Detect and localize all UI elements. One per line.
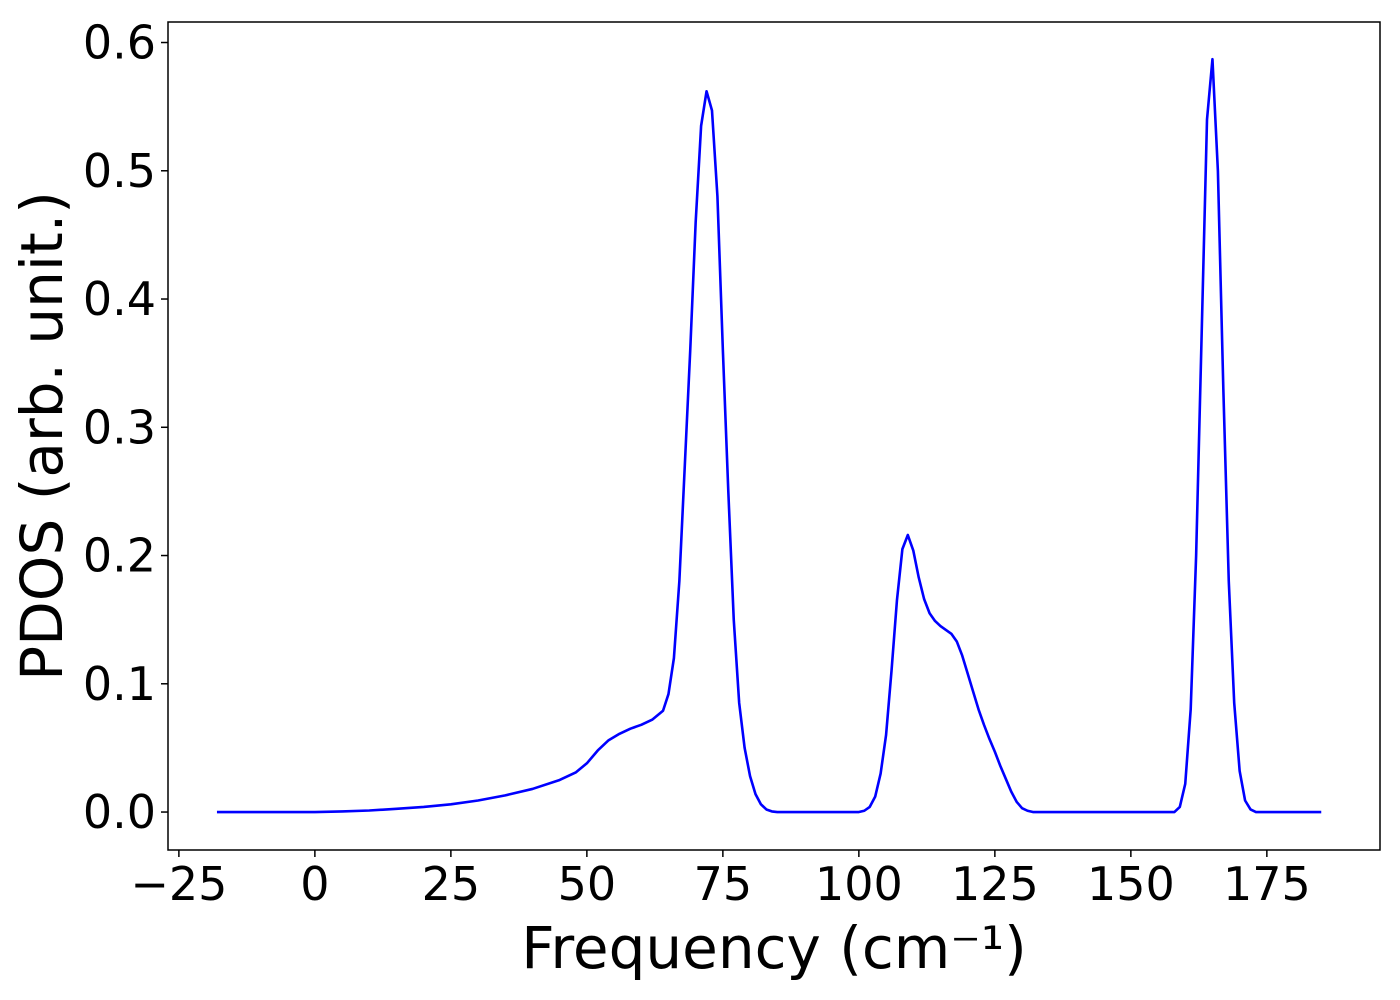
x-tick-label: 50 (558, 857, 617, 911)
x-tick-label: 75 (694, 857, 753, 911)
data-line (216, 57, 1322, 814)
plot-frame (167, 21, 1381, 851)
y-tick-label: 0.1 (83, 657, 156, 711)
y-tick-label: 0.0 (83, 785, 156, 839)
x-tick-label: 0 (300, 857, 329, 911)
y-axis-label: PDOS (arb. unit.) (8, 191, 76, 681)
x-tick-label: 175 (1223, 857, 1311, 911)
y-tick-label: 0.5 (83, 144, 156, 198)
x-tick-label: 25 (422, 857, 481, 911)
y-tick-label: 0.6 (83, 16, 156, 70)
y-tick-label: 0.3 (83, 400, 156, 454)
x-tick-label: 125 (951, 857, 1039, 911)
y-tick-label: 0.4 (83, 272, 156, 326)
y-tick-label: 0.2 (83, 529, 156, 583)
x-axis-label: Frequency (cm⁻¹) (521, 914, 1027, 982)
x-tick-label: 150 (1087, 857, 1175, 911)
x-tick-label: 100 (815, 857, 903, 911)
x-tick-label: −25 (130, 857, 227, 911)
